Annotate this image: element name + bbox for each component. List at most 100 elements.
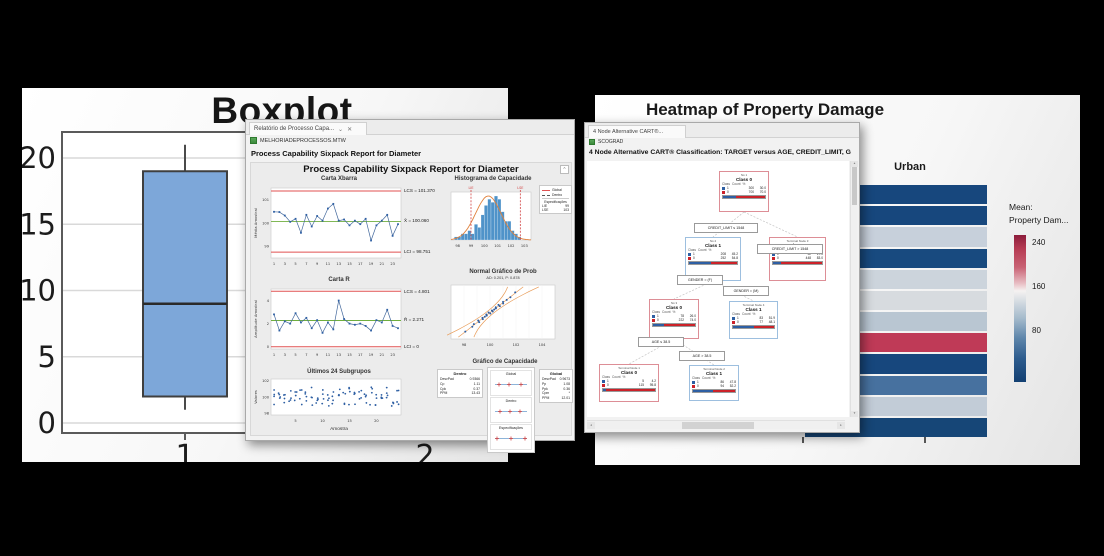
horizontal-scroll-thumb[interactable] [682,422,754,429]
tree-node[interactable]: Nó 3 Class 0 Class Count% 1 78 26.0 0 222 74.… [649,299,699,339]
scroll-left-icon[interactable]: ◂ [587,422,595,429]
svg-text:5: 5 [294,353,296,357]
svg-text:9: 9 [316,262,319,266]
split-credit-limit-right: CREDIT_LIMIT > 1548 [757,244,823,254]
svg-text:100: 100 [487,343,495,347]
svg-text:10: 10 [22,274,56,308]
probplot-chart: 98 100 102 104 [447,284,556,347]
class0-swatch [732,320,735,324]
interval-plot [495,409,527,414]
stat-row: Ppk 0.36 [542,386,570,391]
svg-text:19: 19 [369,353,374,357]
svg-text:13: 13 [336,262,341,266]
svg-text:15: 15 [347,353,352,357]
split-gender-left: GENDER = (F) [677,275,723,285]
split-credit-limit-left: CREDIT_LIMIT ≤ 1548 [694,223,758,233]
vertical-scroll-thumb[interactable] [852,167,857,205]
svg-text:15: 15 [347,419,352,423]
interval-plots-box: Global Dentro Especificações [487,367,535,453]
horizontal-scrollbar[interactable]: ◂ ▸ [587,420,845,429]
scroll-up-icon[interactable]: ▲ [851,161,858,167]
svg-text:20: 20 [374,419,379,423]
xbar-ucl-label: LCS = 101.370 [404,188,435,193]
interval-global: Global [490,370,532,396]
svg-text:17: 17 [358,353,363,357]
dentro-line-swatch [542,194,550,196]
global-stats-box: Global DesvPad 0.9673 Pp 1.08 Ppk 0.36 Cpm * PPM… [539,369,573,403]
svg-text:0: 0 [38,406,56,440]
cart-worksheet-row[interactable]: SCOGRAD [589,139,623,145]
heatmap-axis-tick [924,437,926,443]
svg-text:23: 23 [390,353,395,357]
svg-text:3: 3 [284,353,286,357]
svg-text:4: 4 [267,299,270,303]
tree-node[interactable]: Terminal Node 1 Class 0 Class Count% 1 5 4.… [599,364,659,402]
class0-swatch [692,384,695,388]
svg-text:100: 100 [262,221,270,225]
tree-node[interactable]: Nó 2 Class 1 Class Count% 1 208 45.2 0 252 54… [685,237,741,281]
node-class-label: Class 0 [620,370,638,375]
dentro-stats-box: Dentro DesvPad 0.9366 Cp 1.11 Cpk 0.37 PPM 13.4… [437,369,483,399]
scroll-right-icon[interactable]: ▸ [837,422,845,429]
tab-close-icon[interactable]: ✕ [347,126,353,133]
interval-dentro: Dentro [490,397,532,423]
scroll-down-icon[interactable]: ▼ [851,411,858,417]
collapse-button[interactable]: ⌃ [560,165,569,174]
legend-dentro: Dentro [552,193,563,197]
svg-text:101: 101 [262,198,269,202]
histogram-chart: LIE LSE 98 99 100 101 102 103 [450,186,532,248]
global-stats-title: Global [549,371,563,376]
vertical-scrollbar[interactable]: ▲ ▼ [850,161,858,417]
cart-heading: 4 Node Alternative CART® Classification:… [589,149,851,156]
svg-text:7: 7 [305,262,307,266]
legend-tick-80: 80 [1032,326,1041,335]
svg-text:1: 1 [273,353,275,357]
tree-node[interactable]: Terminal Node 2 Class 1 Class Count% 1 86 4… [689,365,739,401]
sixpack-tab[interactable]: Relatório de Processo Capa... ⌄ ✕ [249,122,367,135]
svg-text:5: 5 [294,262,296,266]
tree-node[interactable]: Terminal Node 4 Class 1 Class Count% 1 83 5… [729,301,778,339]
split-age-left: AGE ≤ 38.5 [638,337,684,347]
worksheet-icon [250,137,257,144]
worksheet-name: MELHORIADEPROCESSOS.MTW [260,137,346,144]
split-gender-right: GENDER = (M) [723,286,769,296]
node-class-label: Class 1 [705,371,723,376]
rchart-lcl-label: LCI = 0 [404,344,419,349]
tab-dropdown-icon[interactable]: ⌄ [338,126,344,133]
svg-text:99: 99 [469,244,474,248]
svg-text:100: 100 [481,244,489,248]
svg-text:LIE: LIE [468,186,473,190]
interval-spec-label: Especificações [499,426,523,430]
legend-title-line2: Property Dam... [1009,214,1069,225]
node-header: Nó 2 [709,239,717,243]
heatmap-title: Heatmap of Property Damage [645,100,885,119]
node-class-label: Class 1 [745,307,762,312]
svg-text:0: 0 [267,345,270,349]
tree-node-root[interactable]: Nó 1 Class 0 Class Count% 1 300 30.0 0 700 70… [719,171,769,212]
svg-text:104: 104 [539,343,547,347]
svg-text:15: 15 [347,262,352,266]
stat-row: DesvPad 0.9366 [440,377,480,381]
svg-text:1: 1 [273,262,275,266]
svg-text:102: 102 [513,343,520,347]
svg-text:Média Amostral: Média Amostral [253,208,258,238]
node-class-bar [602,388,656,393]
class1-swatch [722,186,725,190]
svg-text:LSE: LSE [517,186,523,190]
node-class-bar [732,325,775,330]
cart-tab[interactable]: 4 Node Alternative CART®... [588,125,686,138]
node-class-label: Class 0 [665,305,683,310]
cart-tree: Nó 1 Class 0 Class Count% 1 300 30.0 0 700 70… [587,161,849,417]
xbar-lcl-label: LCI = 98.751 [404,249,431,254]
class1-swatch [652,314,655,318]
class0-swatch [722,190,725,194]
worksheet-row[interactable]: MELHORIADEPROCESSOS.MTW [250,137,346,144]
svg-text:3: 3 [284,262,286,266]
cart-tab-label: 4 Node Alternative CART®... [593,129,663,135]
xbar-title: Carta Xbarra [320,176,358,182]
interval-dentro-label: Dentro [505,399,517,403]
class1-swatch [692,380,695,384]
svg-text:102: 102 [508,244,515,248]
